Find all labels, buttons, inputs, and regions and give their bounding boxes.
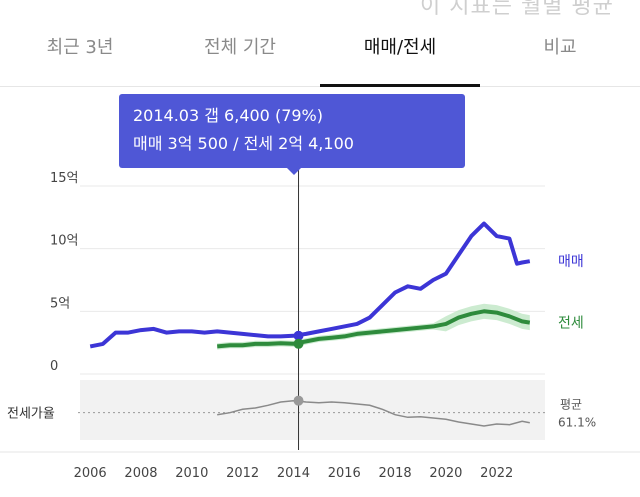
- x-tick-label: 2010: [175, 466, 208, 481]
- ratio-series-line[interactable]: [217, 399, 530, 427]
- sale-highlight-point: [293, 330, 304, 341]
- ratio-average-value: 61.1%: [558, 416, 596, 430]
- header-text: 이 지표는 월별 평균: [420, 0, 614, 19]
- jeonse-range-band: [217, 303, 530, 350]
- tab-bar: 최근 3년 전체 기간 매매/전세 비교: [0, 0, 640, 87]
- x-tick-label: 2016: [328, 466, 361, 481]
- jeonse-highlight-point: [293, 338, 304, 349]
- tab-recent-3-years[interactable]: 최근 3년: [46, 37, 114, 58]
- x-tick-label: 2018: [379, 466, 412, 481]
- x-tick-label: 2006: [74, 466, 107, 481]
- y-tick-label: 0: [50, 359, 58, 374]
- jeonse-series-line[interactable]: [217, 309, 531, 349]
- jeonse-series-label: 전세: [558, 316, 584, 332]
- x-tick-label: 2008: [124, 466, 157, 481]
- x-tick-label: 2012: [226, 466, 259, 481]
- y-tick-label: 10억: [50, 234, 79, 249]
- tab-sale-jeonse[interactable]: 매매/전세: [320, 0, 480, 87]
- tab-compare[interactable]: 비교: [543, 37, 577, 58]
- y-tick-label: 5억: [50, 296, 70, 311]
- ratio-highlight-point: [293, 395, 304, 406]
- sale-series-line[interactable]: [89, 221, 531, 349]
- ratio-band-background: [80, 380, 545, 440]
- tooltip-price-line: 매매 3억 500 / 전세 2억 4,100: [133, 134, 354, 153]
- sale-series-label: 매매: [558, 254, 584, 270]
- ratio-axis-label: 전세가율: [7, 407, 55, 422]
- tooltip-gap-line: 2014.03 갭 6,400 (79%): [133, 106, 323, 125]
- x-tick-label: 2022: [480, 466, 513, 481]
- x-tick-label: 2020: [429, 466, 462, 481]
- hover-tooltip: 2014.03 갭 6,400 (79%) 매매 3억 500 / 전세 2억 …: [119, 94, 465, 175]
- ratio-average-label: 평균: [560, 398, 582, 412]
- x-tick-label: 2014: [277, 466, 310, 481]
- tab-all-period[interactable]: 전체 기간: [204, 37, 276, 58]
- y-tick-label: 15억: [50, 171, 79, 186]
